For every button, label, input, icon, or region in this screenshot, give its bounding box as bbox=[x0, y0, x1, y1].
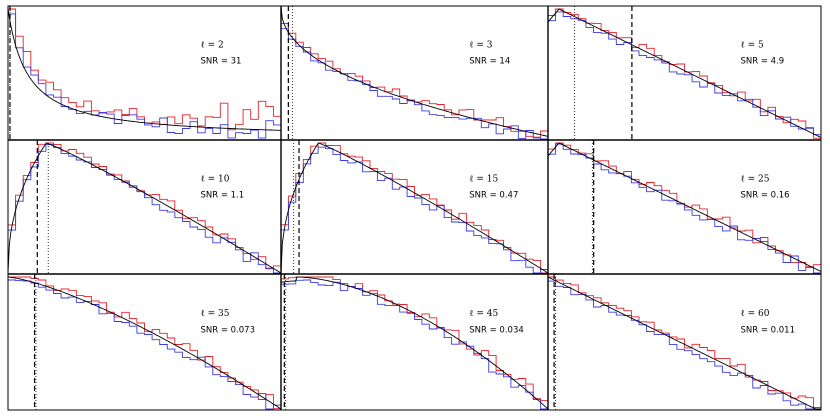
blue-histogram bbox=[7, 13, 282, 139]
snr-label: SNR = 1.1 bbox=[200, 191, 244, 201]
ell-label: ℓ = 3 bbox=[469, 41, 493, 51]
red-histogram bbox=[280, 276, 549, 409]
blue-histogram bbox=[280, 28, 548, 140]
blue-histogram bbox=[547, 11, 822, 139]
ell-label: ℓ = 25 bbox=[740, 175, 769, 185]
blue-histogram bbox=[547, 280, 822, 410]
snr-label: SNR = 0.034 bbox=[469, 325, 524, 335]
blue-histogram bbox=[7, 144, 281, 274]
ell-label: ℓ = 5 bbox=[740, 41, 764, 51]
panel-8: ℓ = 45 SNR = 0.034 bbox=[280, 273, 549, 411]
red-histogram bbox=[280, 23, 549, 139]
panel-6: ℓ = 25 SNR = 0.16 bbox=[547, 139, 822, 275]
ell-label: ℓ = 15 bbox=[469, 175, 498, 185]
red-histogram bbox=[7, 276, 282, 410]
theory-curve bbox=[7, 8, 281, 131]
panel-1: ℓ = 2 SNR = 31 bbox=[7, 5, 282, 141]
snr-label: SNR = 14 bbox=[469, 57, 510, 67]
panel-9: ℓ = 60 SNR = 0.011 bbox=[547, 273, 822, 411]
ell-label: ℓ = 2 bbox=[200, 41, 223, 51]
ell-label: ℓ = 45 bbox=[469, 309, 498, 319]
panel-4: ℓ = 10 SNR = 1.1 bbox=[7, 139, 282, 275]
panel-3: ℓ = 5 SNR = 4.9 bbox=[547, 5, 822, 141]
theory-curve bbox=[7, 142, 282, 274]
red-histogram bbox=[280, 142, 548, 274]
red-histogram bbox=[7, 142, 282, 273]
snr-label: SNR = 0.16 bbox=[740, 191, 789, 201]
panel-5: ℓ = 15 SNR = 0.47 bbox=[280, 139, 549, 275]
panel-frame bbox=[7, 273, 282, 411]
snr-label: SNR = 4.9 bbox=[740, 57, 784, 67]
blue-histogram bbox=[7, 279, 282, 410]
panel-frame bbox=[7, 139, 282, 275]
red-histogram bbox=[547, 276, 821, 410]
panel-7: ℓ = 35 SNR = 0.073 bbox=[7, 273, 282, 411]
ell-label: ℓ = 35 bbox=[200, 309, 229, 319]
panel-frame bbox=[280, 5, 549, 141]
snr-label: SNR = 0.47 bbox=[469, 191, 518, 201]
ell-label: ℓ = 60 bbox=[740, 309, 769, 319]
panel-frame bbox=[547, 5, 822, 141]
theory-curve bbox=[7, 276, 282, 410]
theory-curve bbox=[280, 6, 549, 137]
theory-curve bbox=[280, 142, 549, 274]
blue-histogram bbox=[280, 146, 549, 274]
theory-curve bbox=[547, 8, 822, 138]
theory-curve bbox=[547, 276, 821, 410]
snr-label: SNR = 0.073 bbox=[200, 325, 255, 335]
snr-label: SNR = 31 bbox=[200, 57, 241, 67]
panel-frame bbox=[280, 273, 549, 411]
theory-curve bbox=[280, 276, 549, 410]
blue-histogram bbox=[547, 143, 821, 274]
ell-label: ℓ = 10 bbox=[200, 175, 229, 185]
panel-2: ℓ = 3 SNR = 14 bbox=[280, 5, 549, 141]
snr-label: SNR = 0.011 bbox=[740, 325, 795, 335]
panel-frame bbox=[280, 139, 549, 275]
blue-histogram bbox=[280, 279, 548, 410]
